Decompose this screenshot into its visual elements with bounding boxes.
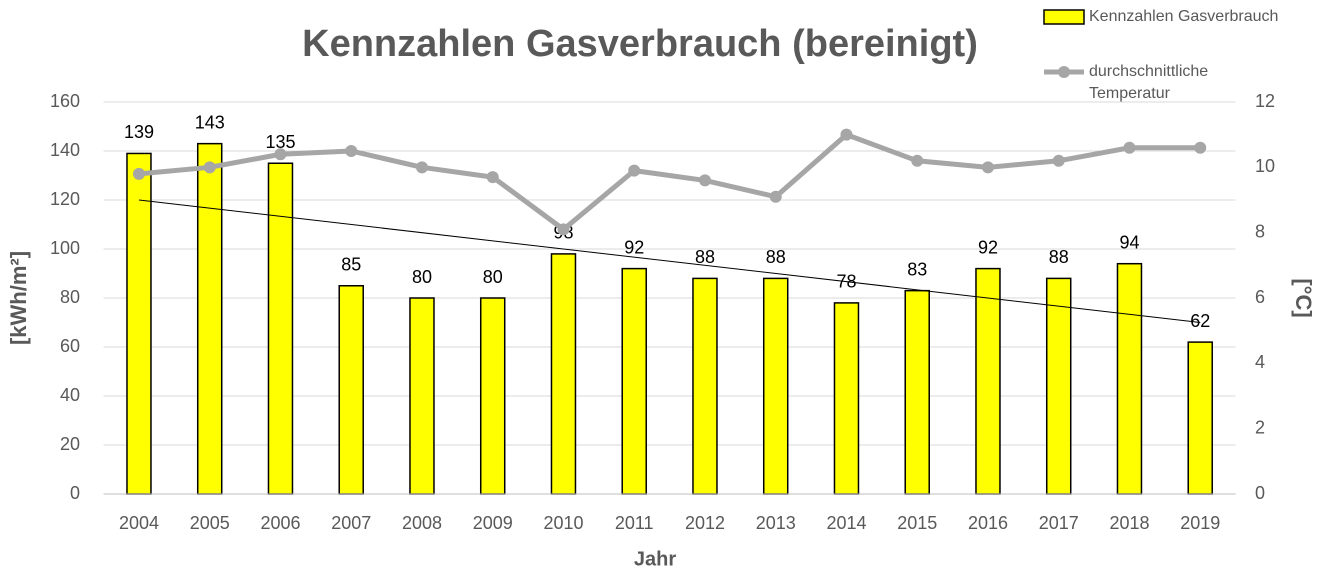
data-label: 80: [412, 267, 432, 287]
x-tick-label: 2005: [190, 513, 230, 533]
x-tick-label: 2014: [826, 513, 866, 533]
x-tick-label: 2010: [543, 513, 583, 533]
x-tick-label: 2013: [756, 513, 796, 533]
y-tick-label: 60: [60, 336, 80, 356]
data-label: 88: [1049, 247, 1069, 267]
data-label: 92: [624, 237, 644, 257]
y-tick-label: 100: [50, 238, 80, 258]
line-marker: [203, 161, 216, 174]
legend-swatch-bar: [1043, 9, 1085, 25]
bar: [196, 142, 223, 495]
data-label: 88: [695, 247, 715, 267]
line-marker: [911, 154, 924, 167]
bar: [692, 277, 718, 495]
bar: [975, 267, 1001, 495]
x-tick-label: 2019: [1180, 513, 1220, 533]
y-tick-label: 160: [50, 91, 80, 111]
y2-tick-label: 2: [1255, 417, 1265, 437]
x-tick-label: 2015: [897, 513, 937, 533]
line-marker: [698, 174, 711, 187]
y-tick-label: 0: [70, 483, 80, 503]
legend-label: durchschnittliche Temperatur: [1089, 63, 1209, 102]
bar: [1045, 277, 1072, 495]
line-marker: [1194, 141, 1207, 154]
chart-title: Kennzahlen Gasverbrauch (bereinigt): [302, 23, 978, 65]
y2-tick-label: 0: [1255, 483, 1265, 503]
bar: [1187, 341, 1213, 495]
line-marker: [132, 167, 145, 180]
x-tick-label: 2016: [968, 513, 1008, 533]
data-label: 143: [195, 112, 225, 132]
data-label: 62: [1190, 311, 1210, 331]
y2-tick-label: 10: [1255, 156, 1275, 176]
x-tick-label: 2008: [402, 513, 442, 533]
y2-tick-label: 6: [1255, 287, 1265, 307]
x-tick-label: 2017: [1039, 513, 1079, 533]
x-tick-label: 2006: [260, 513, 300, 533]
y2-tick-label: 4: [1255, 352, 1265, 372]
bar: [267, 162, 294, 495]
y2-tick-label: 8: [1255, 221, 1265, 241]
line-marker: [769, 190, 782, 203]
x-tick-label: 2012: [685, 513, 725, 533]
bar: [479, 297, 506, 495]
bar: [126, 152, 152, 495]
y-tick-label: 40: [60, 385, 80, 405]
line-marker: [557, 223, 570, 236]
data-label: 88: [766, 247, 786, 267]
data-label: 92: [978, 237, 998, 257]
data-label: 80: [483, 267, 503, 287]
legend-swatch-marker: [1058, 66, 1070, 78]
line-marker: [486, 171, 499, 184]
bar: [904, 289, 930, 495]
line: [138, 131, 1201, 233]
bar: [409, 297, 435, 495]
bar: [621, 267, 647, 495]
x-tick-label: 2004: [119, 513, 159, 533]
y-tick-label: 120: [50, 189, 80, 209]
x-tick-label: 2018: [1109, 513, 1149, 533]
line-marker: [345, 145, 358, 157]
line-marker: [274, 148, 287, 161]
line-marker: [628, 164, 641, 177]
bar: [338, 285, 364, 495]
bar: [1116, 262, 1143, 495]
data-label: 139: [124, 122, 154, 142]
x-axis-title: Jahr: [634, 548, 676, 570]
y2-tick-label: 12: [1255, 91, 1275, 111]
data-label: 85: [341, 255, 361, 275]
line-marker: [840, 128, 853, 141]
bar: [550, 253, 577, 495]
line-marker: [415, 161, 428, 174]
x-tick-label: 2007: [331, 513, 371, 533]
data-label: 135: [265, 132, 295, 152]
y2-axis-title: [°C]: [1291, 278, 1316, 317]
x-tick-label: 2011: [615, 513, 654, 533]
x-tick-label: 2009: [473, 513, 513, 533]
y-tick-label: 20: [60, 434, 80, 454]
y-axis-title: [kWh/m²]: [6, 251, 31, 345]
line-marker: [1123, 141, 1136, 154]
y-tick-label: 140: [50, 140, 80, 160]
bar: [762, 277, 789, 495]
legend-label: Kennzahlen Gasverbrauch: [1089, 8, 1279, 25]
y-tick-label: 80: [60, 287, 80, 307]
line-marker: [1052, 154, 1065, 167]
trendline: [138, 199, 1201, 323]
data-label: 94: [1119, 232, 1139, 252]
data-label: 83: [907, 259, 927, 279]
bar: [833, 302, 860, 495]
line-marker: [981, 161, 994, 174]
